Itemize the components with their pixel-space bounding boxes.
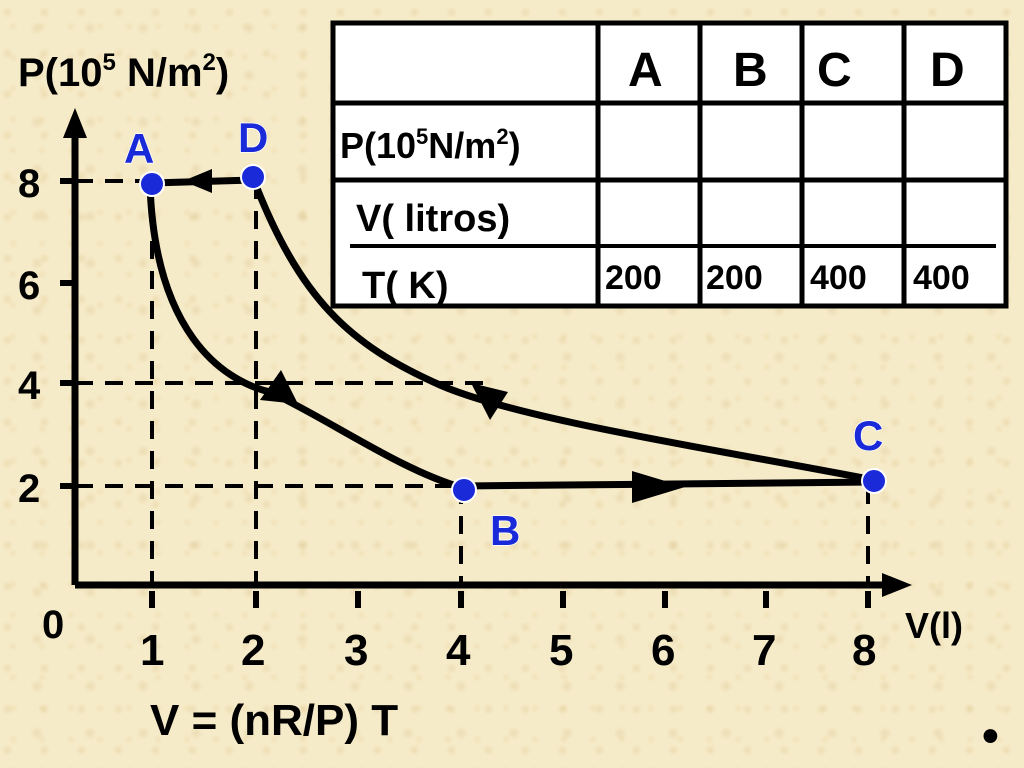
point-label-d: D: [238, 114, 268, 161]
table-t-a: 200: [605, 259, 662, 297]
table-row-volume: V( litros): [356, 198, 510, 240]
arrow-a-to-b: [260, 370, 298, 404]
axes: [63, 108, 912, 597]
y-axis-label: P(105 N/m2): [18, 49, 229, 95]
gas-law-formula: V = (nR/P) T: [150, 696, 398, 745]
y-tick-2: 2: [18, 467, 40, 511]
point-label-a: A: [124, 125, 154, 172]
state-table: A B C D P(105N/m2) V( litros) T( K) 200 …: [330, 20, 1009, 309]
point-d: [240, 164, 266, 190]
point-c: [861, 468, 887, 494]
y-tick-8: 8: [18, 162, 40, 206]
x-tick-4: 4: [446, 626, 471, 675]
table-t-d: 400: [913, 259, 970, 297]
y-tick-6: 6: [18, 264, 40, 308]
table-header-b: B: [733, 44, 768, 97]
x-tick-5: 5: [549, 626, 573, 675]
origin-label: 0: [42, 603, 64, 647]
table-row-temperature: T( K): [362, 265, 449, 307]
slide-bullet: •: [982, 710, 999, 763]
y-tick-4: 4: [18, 364, 41, 408]
x-tick-2: 2: [241, 626, 265, 675]
arrow-c-to-d: [471, 383, 508, 420]
x-axis-arrow: [882, 573, 912, 597]
point-a: [139, 171, 165, 197]
path-c-to-d: [249, 176, 875, 484]
x-axis-label: V(l): [905, 605, 963, 646]
table-header-c: C: [817, 44, 852, 97]
table-header-a: A: [628, 44, 663, 97]
table-header-d: D: [930, 44, 965, 97]
y-axis-arrow: [63, 108, 87, 138]
state-points: A D B C: [123, 113, 887, 555]
table-row-pressure: P(105N/m2): [340, 124, 521, 166]
table-t-b: 200: [706, 259, 763, 297]
x-tick-6: 6: [651, 626, 675, 675]
point-label-c: C: [853, 412, 883, 459]
x-ticks: 0 1 2 3 4 5 6 7 8 V(l): [42, 591, 963, 675]
y-ticks: 8 6 4 2: [18, 162, 75, 511]
x-tick-8: 8: [852, 626, 876, 675]
x-tick-1: 1: [140, 626, 164, 675]
point-b: [451, 477, 477, 503]
table-background: [333, 23, 1006, 306]
table-grid: [330, 20, 1009, 309]
table-t-c: 400: [810, 259, 867, 297]
arrow-d-to-a: [183, 169, 212, 193]
thermo-cycle: [146, 169, 875, 503]
x-tick-7: 7: [752, 626, 776, 675]
guide-lines: [75, 179, 870, 585]
point-label-b: B: [490, 507, 520, 554]
x-tick-3: 3: [344, 626, 368, 675]
arrow-b-to-c: [632, 471, 685, 503]
